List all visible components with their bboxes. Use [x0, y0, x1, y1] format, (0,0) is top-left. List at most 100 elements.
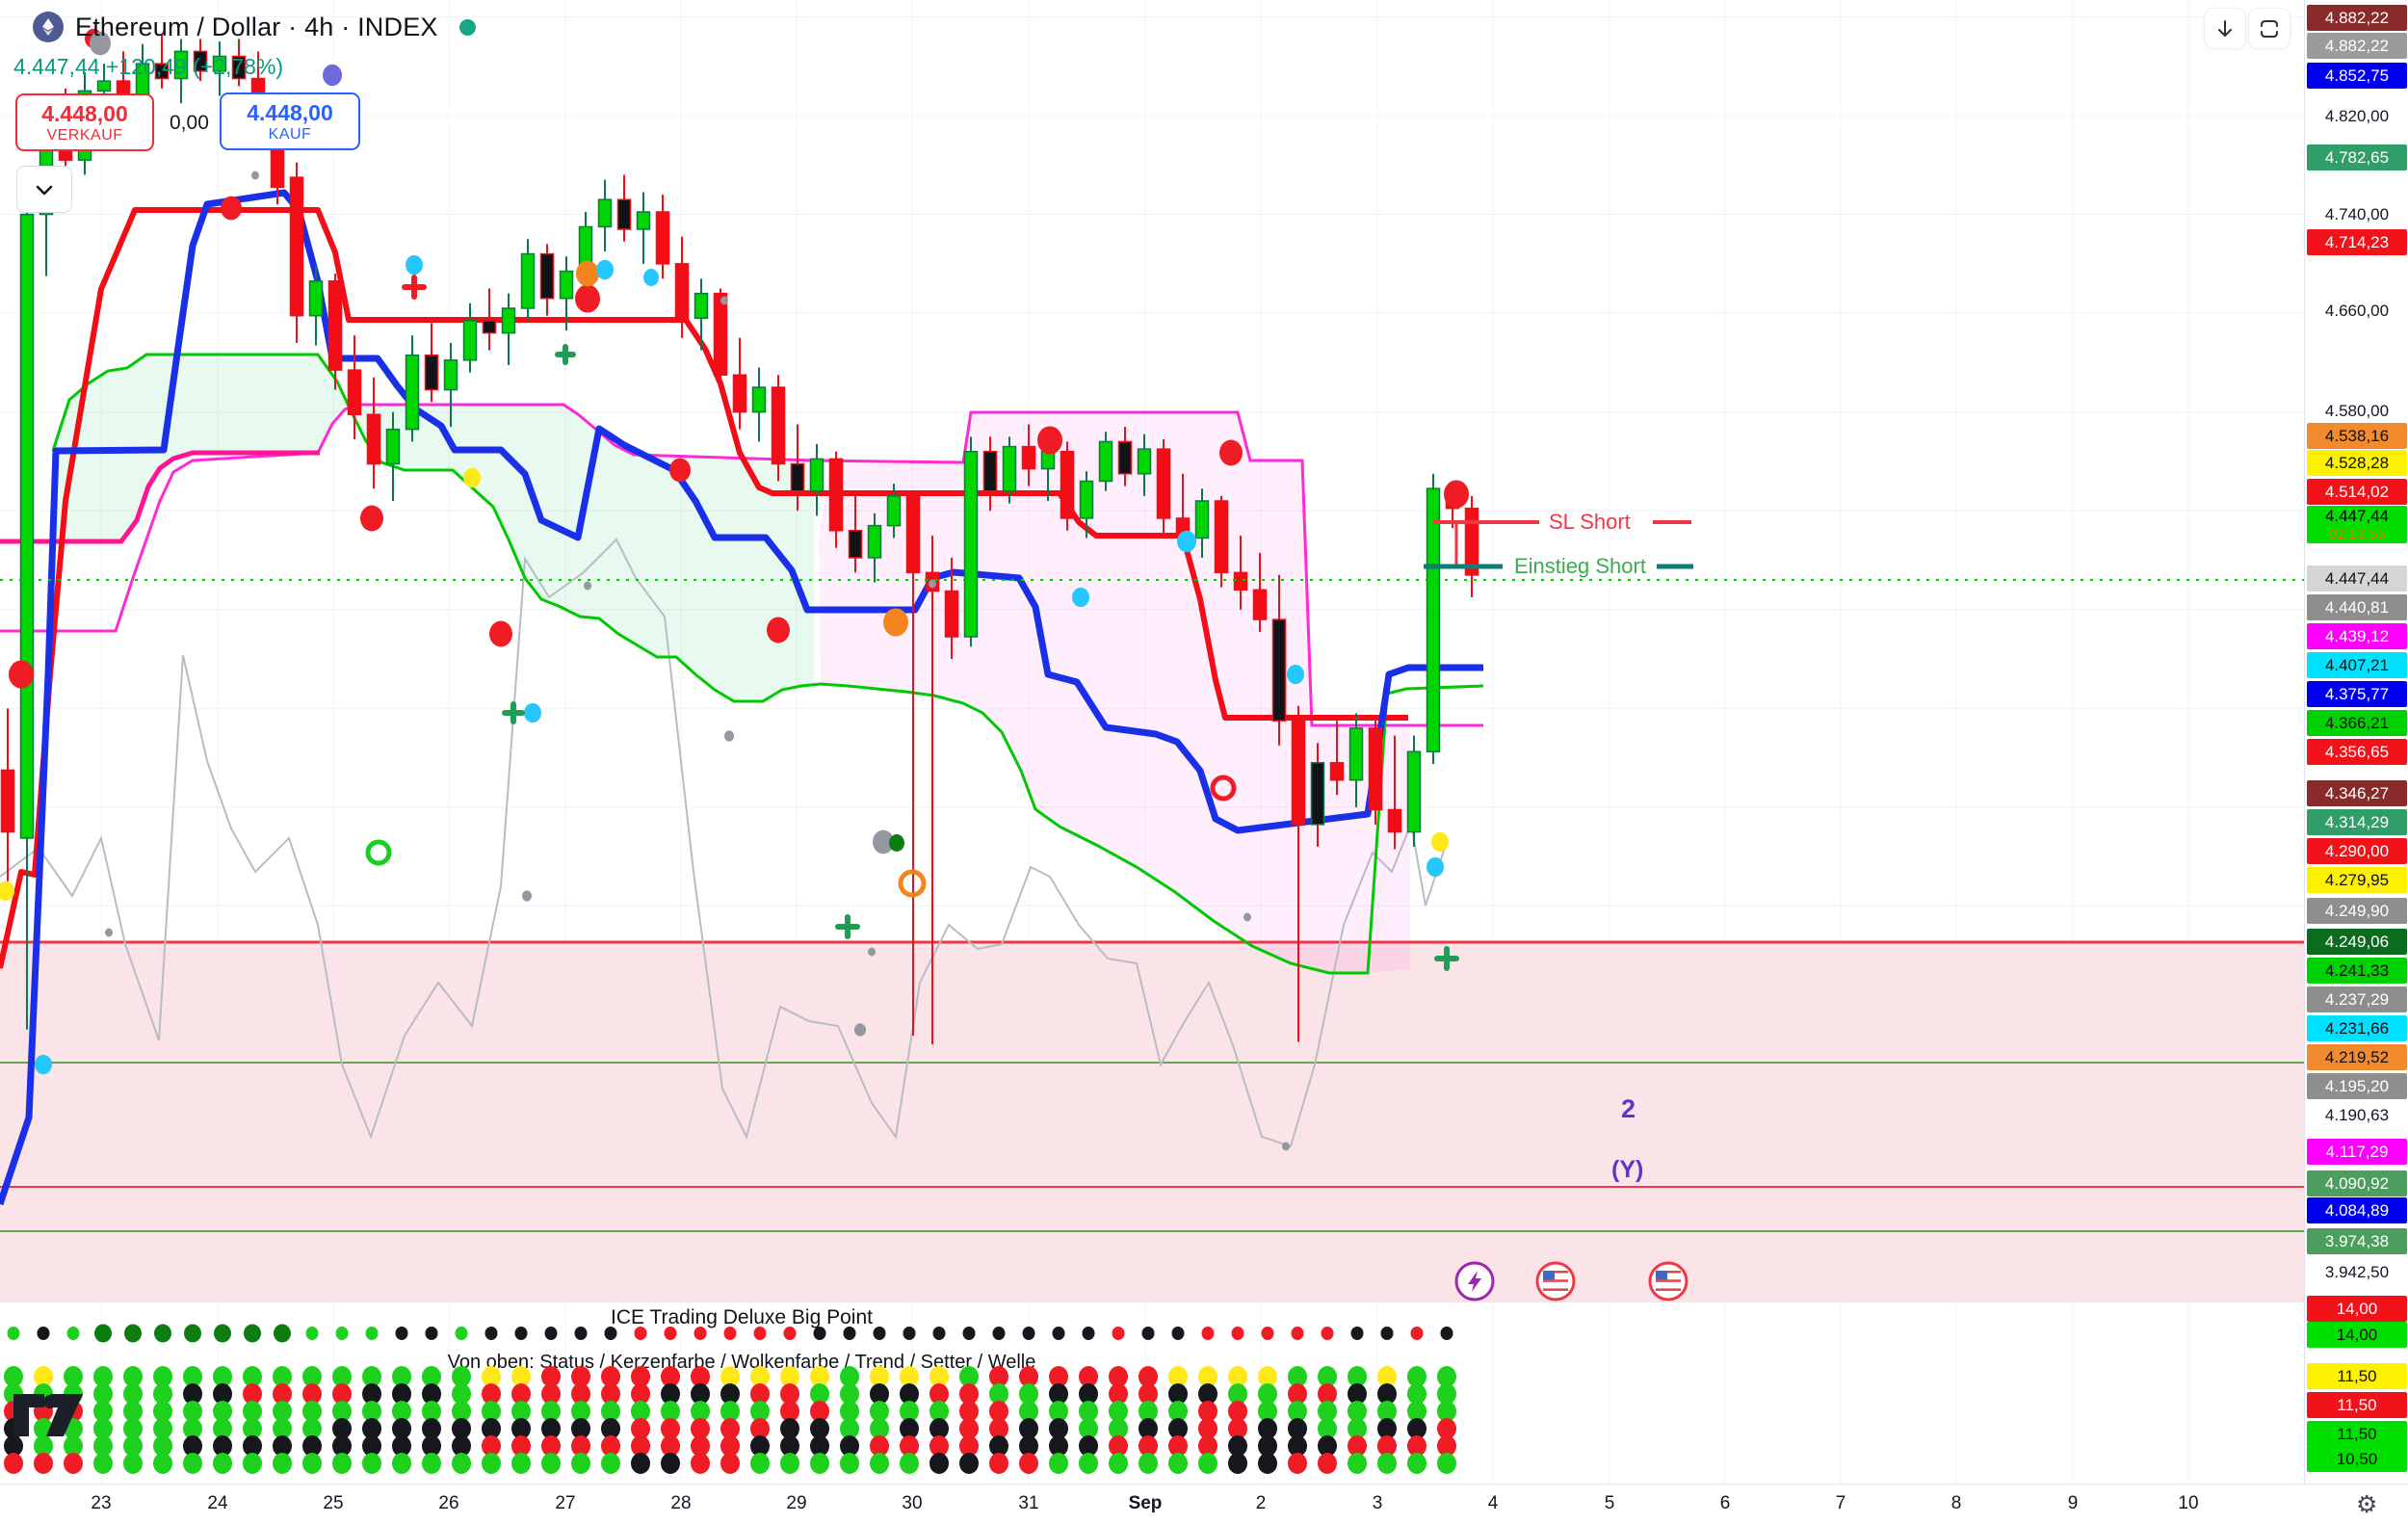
candle-body: [366, 413, 381, 465]
matrix-dot: [959, 1401, 979, 1422]
price-scale-label: 14,00: [2307, 1296, 2407, 1322]
matrix-dot: [153, 1435, 172, 1457]
matrix-dot: [273, 1453, 292, 1474]
matrix-dot: [452, 1401, 471, 1422]
price-scale-label: 4.882,22: [2307, 33, 2407, 59]
matrix-dot: [720, 1401, 740, 1422]
signal-dot: [1444, 480, 1469, 509]
candle-body: [231, 55, 247, 80]
matrix-dot: [64, 1366, 83, 1387]
status-dot: [1231, 1327, 1244, 1340]
price-scale[interactable]: 4.882,22 4.882,22 4.852,75 4.820,00 4.782,65…: [2304, 0, 2408, 1484]
matrix-dot: [571, 1401, 590, 1422]
matrix-dot: [1288, 1435, 1307, 1457]
signal-ring: [365, 839, 392, 866]
matrix-dot: [840, 1366, 859, 1387]
matrix-dot: [362, 1383, 381, 1405]
price-scale-label: 4.538,16: [2307, 423, 2407, 449]
sl-label[interactable]: SL Short: [1549, 510, 1631, 534]
price-scale-label: 4.290,00: [2307, 838, 2407, 864]
matrix-dot: [1109, 1435, 1128, 1457]
matrix-dot: [392, 1366, 411, 1387]
matrix-dot: [1019, 1453, 1038, 1474]
signal-dot: [575, 284, 600, 313]
status-dot: [962, 1327, 976, 1340]
signal-dot: [584, 581, 591, 591]
candle-body: [867, 524, 882, 559]
matrix-dot: [571, 1435, 590, 1457]
sell-label: VERKAUF: [46, 127, 123, 144]
matrix-dot: [243, 1435, 262, 1457]
time-axis-label: Sep: [1128, 1493, 1163, 1513]
status-dot: [753, 1327, 767, 1340]
symbol-title[interactable]: Ethereum / Dollar · 4h · INDEX: [75, 12, 438, 41]
matrix-dot: [273, 1401, 292, 1422]
last-price-change: 4.447,44 +120,49 (+2,78%): [13, 54, 284, 79]
signal-dot: [724, 730, 734, 742]
flag-stripe: [1656, 1283, 1681, 1287]
status-dot: [843, 1327, 856, 1340]
candle-body: [886, 495, 902, 527]
axis-settings-gear-icon[interactable]: ⚙: [2356, 1491, 2378, 1518]
matrix-dot: [989, 1418, 1008, 1439]
status-dot: [1350, 1327, 1364, 1340]
matrix-dot: [601, 1366, 620, 1387]
fullscreen-button[interactable]: [2248, 8, 2290, 49]
candle-body: [482, 320, 497, 334]
matrix-dot: [1198, 1401, 1217, 1422]
matrix-dot: [452, 1366, 471, 1387]
matrix-dot: [900, 1366, 919, 1387]
matrix-dot: [1377, 1401, 1397, 1422]
matrix-dot: [870, 1435, 889, 1457]
candle-body: [905, 495, 921, 574]
status-dot: [1410, 1327, 1424, 1340]
matrix-dot: [482, 1453, 501, 1474]
candle-body: [193, 50, 208, 72]
matrix-dot: [1348, 1453, 1367, 1474]
candle-body: [154, 63, 170, 80]
matrix-dot: [1407, 1366, 1426, 1387]
matrix-dot: [989, 1383, 1008, 1405]
chart-canvas[interactable]: SL Short Einstieg Short 2 (Y) ICE Trading De…: [0, 0, 2304, 1484]
status-dot: [305, 1327, 319, 1340]
buy-price: 4.448,00: [247, 100, 333, 125]
matrix-dot: [1318, 1435, 1337, 1457]
matrix-dot: [1258, 1401, 1277, 1422]
price-scale-label: 4.447,44: [2307, 565, 2407, 592]
collapse-panel-button[interactable]: [16, 166, 72, 213]
time-axis[interactable]: 23 24 25 26 27 28 29 30 31 Sep 2 3 4 5 6 7 8 9 10 ⚙: [0, 1484, 2408, 1525]
matrix-dot: [959, 1435, 979, 1457]
status-dot: [1380, 1327, 1394, 1340]
matrix-dot: [1348, 1383, 1367, 1405]
status-dot: [514, 1327, 528, 1340]
buy-button[interactable]: 4.448,00 KAUF: [220, 92, 360, 150]
entry-label[interactable]: Einstieg Short: [1514, 554, 1646, 578]
price-scale-label: 4.241,33: [2307, 958, 2407, 984]
matrix-dot: [1318, 1366, 1337, 1387]
price-scale-label: 4.084,89: [2307, 1197, 2407, 1223]
flag-stripe: [1543, 1271, 1568, 1274]
candle-body: [1310, 762, 1325, 826]
time-axis-label: 9: [2067, 1493, 2079, 1513]
candle-body: [1233, 571, 1248, 592]
signal-dot: [1287, 664, 1304, 685]
candle-body: [1368, 727, 1383, 811]
price-scale-label: 14,00: [2307, 1322, 2407, 1348]
candle-body: [655, 211, 670, 265]
matrix-dot: [64, 1435, 83, 1457]
signal-dot: [720, 296, 728, 305]
sell-button[interactable]: 4.448,00 VERKAUF: [15, 93, 154, 151]
matrix-dot: [213, 1418, 232, 1439]
time-axis-label: 6: [1719, 1493, 1731, 1513]
matrix-dot: [273, 1435, 292, 1457]
candle-body: [539, 252, 555, 300]
matrix-dot: [840, 1383, 859, 1405]
price-scale-label: 4.714,23: [2307, 229, 2407, 255]
status-dot: [1141, 1327, 1155, 1340]
matrix-dot: [601, 1401, 620, 1422]
matrix-dot: [1437, 1383, 1456, 1405]
matrix-dot: [123, 1418, 143, 1439]
scroll-to-latest-button[interactable]: [2204, 8, 2246, 49]
candle-body: [347, 369, 362, 415]
matrix-dot: [1228, 1435, 1247, 1457]
